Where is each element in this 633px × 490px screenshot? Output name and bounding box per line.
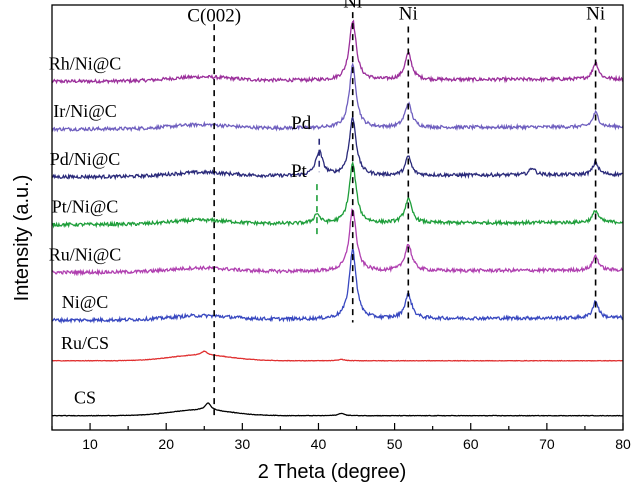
y-axis-label: Intensity (a.u.) bbox=[11, 175, 33, 302]
series-line-ir-ni-c bbox=[51, 62, 624, 133]
x-tick-label-20: 20 bbox=[158, 436, 174, 452]
axes: 10 20 30 40 50 60 70 80 bbox=[51, 4, 631, 452]
series-label-pt-ni-c: Pt/Ni@C bbox=[52, 197, 119, 217]
series-line-pt-ni-c bbox=[51, 160, 624, 229]
annotation-label-pt-5: Pt bbox=[291, 161, 308, 182]
series-line-ru-ni-c bbox=[52, 208, 624, 277]
series-line-ni-c bbox=[51, 248, 624, 325]
series-line-cs bbox=[52, 402, 624, 417]
plot-area: Rh/Ni@C Ir/Ni@C Pd/Ni@C Pt/Ni@C Ru/Ni@C Ni@C R… bbox=[49, 0, 624, 419]
annotation-label-c-002-0: C(002) bbox=[187, 6, 241, 27]
series-label-ru-cs: Ru/CS bbox=[61, 333, 109, 353]
series-label-rh-ni-c: Rh/Ni@C bbox=[49, 53, 122, 73]
x-tick-label-50: 50 bbox=[387, 436, 403, 452]
x-axis-label: 2 Theta (degree) bbox=[258, 461, 407, 483]
x-tick-label-10: 10 bbox=[82, 436, 98, 452]
x-tick-label-30: 30 bbox=[235, 436, 251, 452]
x-tick-label-60: 60 bbox=[463, 436, 479, 452]
annotation-label-ni-1: Ni bbox=[343, 0, 362, 12]
series-label-ni-c: Ni@C bbox=[62, 292, 109, 312]
annotation-label-pd-4: Pd bbox=[291, 113, 312, 134]
annotation-label-ni-3: Ni bbox=[586, 3, 605, 24]
series-label-cs: CS bbox=[74, 388, 96, 408]
x-tick-label-40: 40 bbox=[311, 436, 327, 452]
series-line-pd-ni-c bbox=[51, 115, 624, 181]
x-tick-label-80: 80 bbox=[615, 436, 631, 452]
series-label-ir-ni-c: Ir/Ni@C bbox=[53, 101, 117, 121]
series-label-ru-ni-c: Ru/Ni@C bbox=[49, 244, 122, 264]
annotation-label-ni-2: Ni bbox=[399, 3, 418, 24]
series-line-rh-ni-c bbox=[51, 19, 624, 85]
x-tick-label-70: 70 bbox=[539, 436, 555, 452]
series-label-pd-ni-c: Pd/Ni@C bbox=[50, 149, 121, 169]
series-line-ru-cs bbox=[51, 350, 624, 362]
plot-frame bbox=[51, 4, 624, 431]
